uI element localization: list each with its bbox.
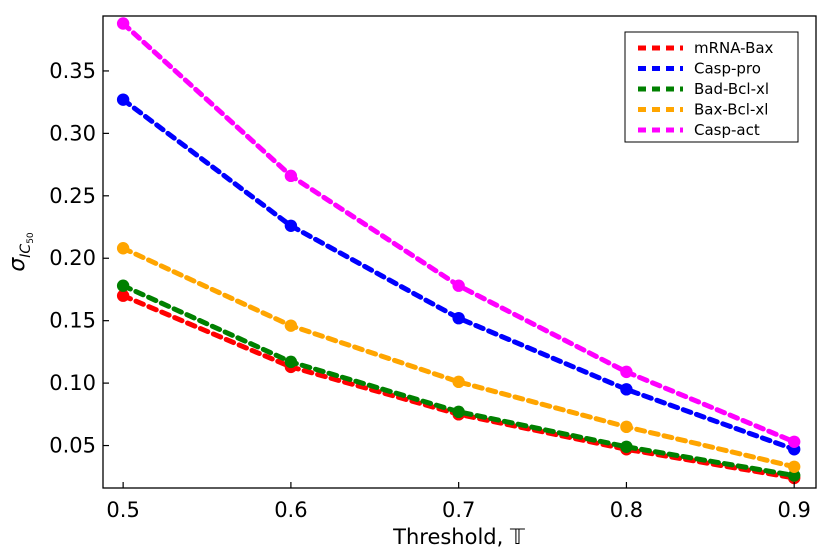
data-point xyxy=(284,219,298,232)
y-tick-label: 0.30 xyxy=(49,121,96,145)
data-point xyxy=(452,311,465,325)
y-axis: 0.05 0.10 0.15 0.20 0.25 0.30 0.35 xyxy=(49,59,109,458)
data-point xyxy=(452,279,465,292)
data-point xyxy=(620,365,633,379)
x-axis: 0.5 0.6 0.7 0.8 0.9 xyxy=(106,482,811,522)
y-tick-label: 0.25 xyxy=(49,184,96,208)
data-point xyxy=(284,319,298,332)
data-point xyxy=(116,289,130,302)
series-casp-act xyxy=(116,17,801,448)
plot-frame xyxy=(102,15,817,489)
y-tick-label: 0.10 xyxy=(49,371,96,395)
y-axis-title-symbol: σ xyxy=(5,257,30,272)
data-point xyxy=(284,355,298,369)
y-tick-label: 0.35 xyxy=(49,59,96,83)
y-tick-label: 0.20 xyxy=(49,246,96,270)
data-point xyxy=(452,405,465,419)
svg-text:σIC50: σIC50 xyxy=(5,232,36,272)
legend-label: mRNA-Bax xyxy=(694,39,774,57)
legend-label: Bax-Bcl-xl xyxy=(694,101,768,119)
legend-label: Casp-act xyxy=(694,121,760,139)
data-point xyxy=(787,460,801,473)
data-point xyxy=(620,420,633,434)
series-bad-bcl-xl xyxy=(116,279,801,482)
data-point xyxy=(620,383,633,396)
x-tick-label: 0.5 xyxy=(106,498,139,522)
data-point xyxy=(620,440,633,453)
data-point xyxy=(116,17,130,30)
x-axis-title: Threshold, 𝕋 xyxy=(392,525,525,549)
x-tick-label: 0.9 xyxy=(777,498,810,522)
plot-area xyxy=(116,17,801,485)
y-axis-title-subsubscript: 50 xyxy=(26,232,36,244)
legend: mRNA-Bax Casp-pro Bad-Bcl-xl Bax-Bcl-xl Casp… xyxy=(624,31,799,143)
y-tick-label: 0.15 xyxy=(49,309,96,333)
x-tick-label: 0.8 xyxy=(610,498,643,522)
legend-label: Casp-pro xyxy=(694,60,761,78)
data-point xyxy=(787,435,801,448)
x-tick-label: 0.6 xyxy=(274,498,307,522)
legend-label: Bad-Bcl-xl xyxy=(694,80,769,98)
data-point xyxy=(116,93,130,106)
y-tick-label: 0.05 xyxy=(49,434,96,458)
data-point xyxy=(452,375,465,389)
data-point xyxy=(787,469,801,482)
y-axis-title-subscript: IC xyxy=(18,244,34,258)
series-bax-bcl-xl xyxy=(116,242,801,473)
x-tick-label: 0.7 xyxy=(442,498,475,522)
data-point xyxy=(284,169,298,183)
data-point xyxy=(116,279,130,292)
y-axis-title: σIC50 xyxy=(5,232,36,272)
data-point xyxy=(116,242,130,255)
